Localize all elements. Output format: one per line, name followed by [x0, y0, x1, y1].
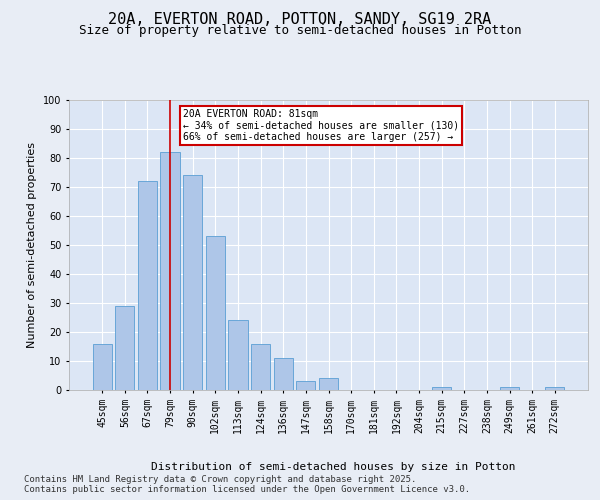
- Bar: [183, 176, 202, 390]
- Bar: [251, 344, 270, 390]
- Text: 20A EVERTON ROAD: 81sqm
← 34% of semi-detached houses are smaller (130)
66% of s: 20A EVERTON ROAD: 81sqm ← 34% of semi-de…: [183, 108, 460, 142]
- Y-axis label: Number of semi-detached properties: Number of semi-detached properties: [28, 142, 37, 348]
- Bar: [92, 344, 112, 390]
- Bar: [296, 382, 316, 390]
- Text: Distribution of semi-detached houses by size in Potton: Distribution of semi-detached houses by …: [151, 462, 515, 472]
- Bar: [274, 358, 293, 390]
- Bar: [138, 181, 157, 390]
- Bar: [206, 236, 225, 390]
- Bar: [160, 152, 180, 390]
- Bar: [500, 387, 519, 390]
- Bar: [319, 378, 338, 390]
- Text: Size of property relative to semi-detached houses in Potton: Size of property relative to semi-detach…: [79, 24, 521, 37]
- Text: Contains HM Land Registry data © Crown copyright and database right 2025.
Contai: Contains HM Land Registry data © Crown c…: [24, 474, 470, 494]
- Bar: [545, 387, 565, 390]
- Bar: [432, 387, 451, 390]
- Bar: [229, 320, 248, 390]
- Text: 20A, EVERTON ROAD, POTTON, SANDY, SG19 2RA: 20A, EVERTON ROAD, POTTON, SANDY, SG19 2…: [109, 12, 491, 28]
- Bar: [115, 306, 134, 390]
